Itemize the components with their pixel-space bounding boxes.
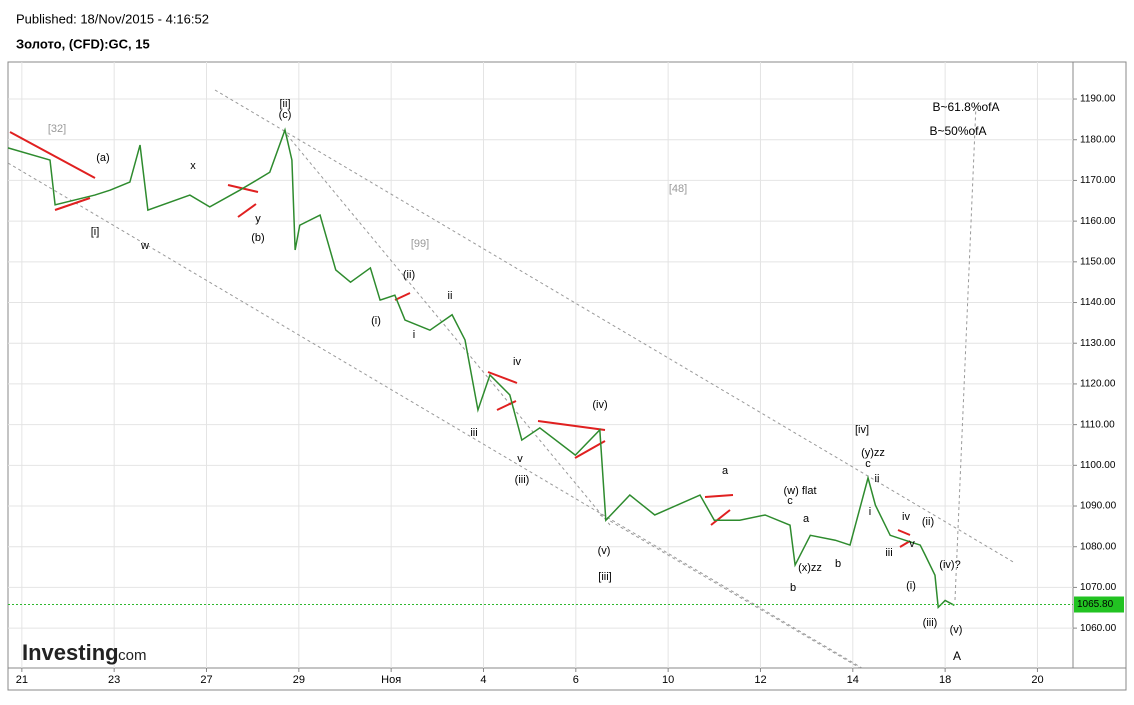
- y-tick-label: 1120.00: [1080, 379, 1116, 390]
- wave-label: ii: [448, 290, 453, 302]
- y-tick-label: 1110.00: [1080, 419, 1115, 430]
- wave-label: c: [865, 458, 871, 470]
- wave-label: (iii): [515, 474, 530, 486]
- wave-label: (iii): [923, 617, 938, 629]
- frame: [7, 61, 1127, 691]
- y-tick-label: 1140.00: [1080, 297, 1116, 308]
- wave-label: v: [909, 538, 915, 550]
- wave-label: y: [255, 213, 261, 225]
- wave-label: [i]: [91, 226, 100, 238]
- wave-label: w: [140, 240, 149, 252]
- y-tick-label: 1130.00: [1080, 338, 1116, 349]
- wave-label: (w) flat: [784, 485, 817, 497]
- y-tick-label: 1180.00: [1080, 134, 1116, 145]
- logo: Investing: [22, 640, 119, 665]
- y-tick-label: 1150.00: [1080, 256, 1116, 267]
- wave-label: (a): [96, 152, 109, 164]
- y-tick-label: 1190.00: [1080, 94, 1116, 105]
- x-tick-label: 6: [573, 674, 579, 686]
- wave-label: (ii): [403, 269, 415, 281]
- wave-label: c: [787, 495, 793, 507]
- x-tick-label: 14: [847, 674, 859, 686]
- wave-label: (ii): [922, 516, 934, 528]
- y-tick-label: 1170.00: [1080, 175, 1116, 186]
- wave-label: (x)zz: [798, 562, 822, 574]
- x-tick-label: 23: [108, 674, 120, 686]
- y-tick-label: 1070.00: [1080, 582, 1117, 593]
- x-tick-label: 18: [939, 674, 951, 686]
- wave-label: ii: [875, 473, 880, 485]
- instrument: Золото, (CFD):GC, 15: [16, 36, 150, 51]
- y-tick-label: 1160.00: [1080, 216, 1116, 227]
- wave-label: [48]: [669, 183, 687, 195]
- wave-label: a: [803, 513, 810, 525]
- x-tick-label: 10: [662, 674, 674, 686]
- x-tick-label: Ноя: [381, 674, 401, 686]
- wave-label: b: [835, 558, 841, 570]
- logo-suffix: .com: [114, 647, 147, 664]
- wave-label: (iv)?: [939, 559, 960, 571]
- y-tick-label: 1060.00: [1080, 623, 1117, 634]
- x-tick-label: 21: [16, 674, 28, 686]
- wave-label: [99]: [411, 238, 429, 250]
- wave-label: a: [722, 465, 729, 477]
- wave-label: (c): [279, 109, 292, 121]
- wave-label: B~50%ofA: [929, 124, 986, 138]
- wave-label: [iv]: [855, 424, 869, 436]
- wave-label: [iii]: [598, 571, 611, 583]
- wave-label: i: [413, 329, 415, 341]
- wave-label: v: [517, 453, 523, 465]
- x-tick-label: 4: [480, 674, 486, 686]
- wave-label: (y)zz: [861, 447, 885, 459]
- wave-label: (v): [950, 624, 963, 636]
- y-tick-label: 1090.00: [1080, 501, 1117, 512]
- wave-label: [32]: [48, 123, 66, 135]
- wave-label: (i): [906, 580, 916, 592]
- wave-label: iii: [470, 427, 477, 439]
- y-tick-label: 1100.00: [1080, 460, 1116, 471]
- x-tick-label: 20: [1031, 674, 1043, 686]
- wave-label: x: [190, 160, 196, 172]
- x-tick-label: 12: [754, 674, 766, 686]
- wave-label: (i): [371, 315, 381, 327]
- x-tick-label: 29: [293, 674, 305, 686]
- wave-label: (b): [251, 232, 264, 244]
- wave-label: i: [869, 506, 871, 518]
- wave-label: b: [790, 582, 796, 594]
- published: Published: 18/Nov/2015 - 4:16:52: [16, 11, 209, 26]
- last-price-label: 1065.80: [1077, 599, 1114, 610]
- wave-label: A: [953, 649, 961, 663]
- x-tick-label: 27: [200, 674, 212, 686]
- price-line: [7, 127, 955, 610]
- wave-label: [ii]: [280, 98, 291, 110]
- wave-label: (iv): [592, 399, 607, 411]
- wave-label: iv: [513, 356, 521, 368]
- y-tick-label: 1080.00: [1080, 541, 1117, 552]
- last-price-box: [1074, 596, 1124, 613]
- wave-label: B~61.8%ofA: [932, 100, 999, 114]
- wave-label: iii: [885, 547, 892, 559]
- channel-lines: [7, 89, 1016, 669]
- wave-label: iv: [902, 511, 910, 523]
- wave-label: (v): [598, 545, 611, 557]
